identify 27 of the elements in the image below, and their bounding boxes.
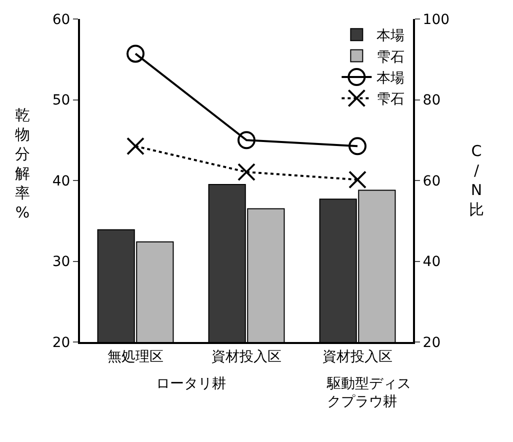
y-tick-label: 30 — [52, 254, 70, 270]
legend-label: 本場 — [376, 28, 405, 44]
point — [126, 44, 144, 63]
y2-tick-label: 80 — [422, 92, 441, 109]
x-tick-label: 無処理区 — [108, 348, 164, 365]
legend-label: 雫石 — [376, 92, 405, 108]
point — [238, 131, 256, 150]
point — [238, 163, 256, 182]
point — [126, 137, 144, 156]
y-tick-label: 20 — [52, 334, 70, 351]
y2-tick-label: 40 — [422, 254, 441, 270]
y2-tick-label: 60 — [422, 173, 441, 190]
x-tick-label: 資材投入区 — [212, 348, 282, 365]
text: ロータリ耕 — [156, 376, 226, 392]
y-axis-title: 乾物分解率% — [15, 106, 30, 222]
y-tick-label: 50 — [52, 92, 70, 109]
y2-axis-title: C/N比 — [469, 142, 484, 218]
point — [348, 137, 366, 156]
x-tick-label: 資材投入区 — [322, 348, 392, 365]
text: 駆動型ディスクプラウ耕 — [326, 376, 411, 410]
point — [348, 170, 366, 189]
legend-label: 雫石 — [376, 49, 405, 66]
legend-label: 本場 — [376, 70, 405, 86]
y-tick-label: 40 — [52, 173, 70, 190]
y2-tick-label: 20 — [422, 334, 441, 351]
y-tick-label: 60 — [52, 12, 70, 28]
y2-tick-label: 100 — [422, 12, 450, 28]
